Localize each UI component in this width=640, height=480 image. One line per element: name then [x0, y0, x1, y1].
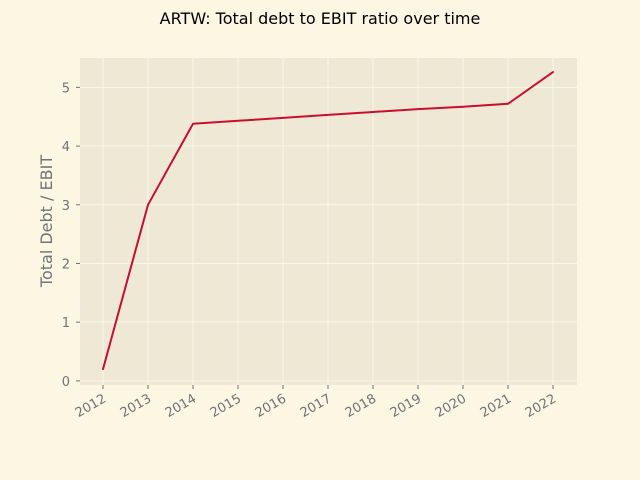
y-tick-label: 0 — [62, 375, 70, 390]
series-line-0 — [102, 71, 554, 371]
y-tick-label: 1 — [62, 316, 70, 331]
grid-lines — [80, 58, 577, 385]
y-tick-label: 3 — [62, 199, 70, 214]
y-tick-label: 5 — [62, 81, 70, 96]
y-axis-label: Total Debt / EBIT — [37, 155, 56, 288]
series-layer — [102, 71, 554, 371]
chart-title: ARTW: Total debt to EBIT ratio over time — [160, 9, 481, 28]
y-tick-label: 2 — [62, 257, 70, 272]
y-tick-label: 4 — [62, 140, 70, 155]
